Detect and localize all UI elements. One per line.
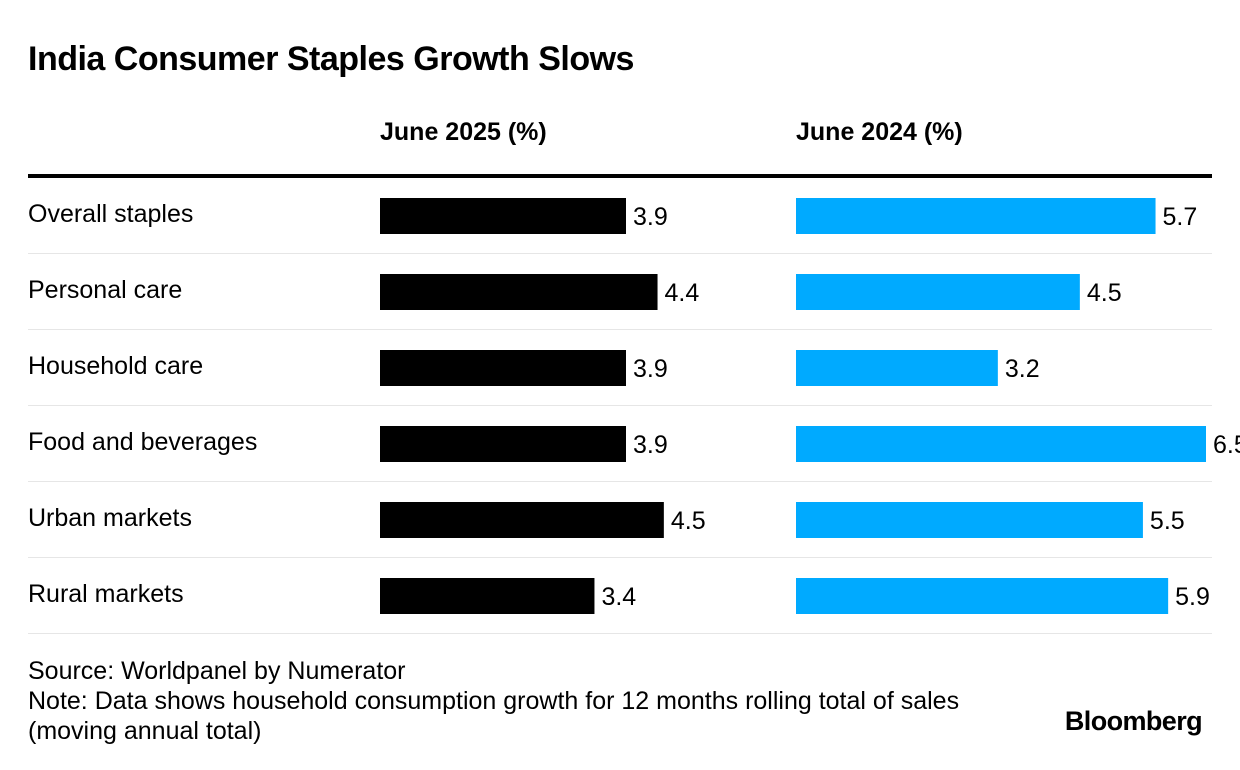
category-label-household-care: Household care: [28, 352, 203, 380]
bar-rural-markets-series-0: [380, 578, 595, 614]
value-label-household-care-series-0: 3.9: [633, 355, 668, 383]
category-label-urban-markets: Urban markets: [28, 504, 192, 532]
value-label-food-and-beverages-series-1: 6.5: [1213, 431, 1240, 459]
bar-personal-care-series-0: [380, 274, 658, 310]
source-note: Source: Worldpanel by Numerator: [28, 657, 406, 685]
value-label-overall-staples-series-0: 3.9: [633, 203, 668, 231]
value-label-urban-markets-series-0: 4.5: [671, 507, 706, 535]
value-label-overall-staples-series-1: 5.7: [1163, 203, 1198, 231]
bar-food-and-beverages-series-1: [796, 426, 1206, 462]
category-label-overall-staples: Overall staples: [28, 200, 193, 228]
bloomberg-logo: Bloomberg: [1064, 706, 1203, 736]
value-label-personal-care-series-0: 4.4: [665, 279, 700, 307]
series-header-june-2024: June 2024 (%): [796, 118, 963, 146]
bar-food-and-beverages-series-0: [380, 426, 626, 462]
category-label-personal-care: Personal care: [28, 276, 182, 304]
bar-household-care-series-0: [380, 350, 626, 386]
value-label-personal-care-series-1: 4.5: [1087, 279, 1122, 307]
value-label-household-care-series-1: 3.2: [1005, 355, 1040, 383]
chart-footer: Source: Worldpanel by Numerator Note: Da…: [28, 656, 1008, 746]
bar-overall-staples-series-0: [380, 198, 626, 234]
category-label-rural-markets: Rural markets: [28, 580, 184, 608]
bar-rural-markets-series-1: [796, 578, 1169, 614]
header-rule: [28, 174, 1212, 178]
bar-personal-care-series-1: [796, 274, 1080, 310]
series-header-june-2025: June 2025 (%): [380, 118, 547, 146]
chart-title: India Consumer Staples Growth Slows: [28, 40, 634, 78]
value-label-rural-markets-series-0: 3.4: [601, 583, 636, 611]
category-label-food-and-beverages: Food and beverages: [28, 428, 257, 456]
bar-household-care-series-1: [796, 350, 998, 386]
bar-chart: Overall staples 3.9 5.7 Personal care 4.4 4.5…: [28, 198, 1240, 634]
bar-urban-markets-series-1: [796, 502, 1143, 538]
value-label-food-and-beverages-series-0: 3.9: [633, 431, 668, 459]
data-note: Note: Data shows household consumption g…: [28, 687, 960, 745]
value-label-rural-markets-series-1: 5.9: [1175, 583, 1210, 611]
bar-urban-markets-series-0: [380, 502, 664, 538]
value-label-urban-markets-series-1: 5.5: [1150, 507, 1185, 535]
bar-overall-staples-series-1: [796, 198, 1156, 234]
